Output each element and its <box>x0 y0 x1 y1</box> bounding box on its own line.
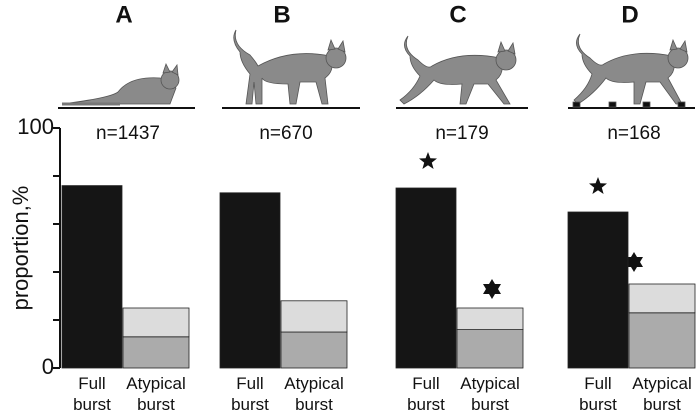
x-tick-label: Full burst <box>73 374 111 414</box>
bar-segment <box>567 211 629 369</box>
sample-size: n=670 <box>259 123 312 144</box>
x-tick-label: Atypical burst <box>284 374 344 414</box>
x-tick-label: Full burst <box>231 374 269 414</box>
bar-segment <box>280 331 348 369</box>
bar-segment <box>219 192 281 369</box>
bar-segment <box>456 329 524 369</box>
sample-size: n=1437 <box>96 123 160 144</box>
hexagram <box>625 252 643 272</box>
panel-title: B <box>273 1 290 28</box>
y-tick-label: 0 <box>42 354 54 379</box>
star <box>589 177 607 194</box>
panel-title: A <box>115 1 132 28</box>
sample-size: n=168 <box>607 123 660 144</box>
bar-segment <box>628 283 696 314</box>
bar-segment <box>456 307 524 331</box>
significance-markers <box>419 152 643 299</box>
x-tick-label: Atypical burst <box>632 374 692 414</box>
panel-title: C <box>449 1 466 28</box>
bar-segment <box>628 312 696 369</box>
hexagram <box>483 279 501 299</box>
bar-segment <box>122 307 190 338</box>
panel-title: D <box>621 1 638 28</box>
sample-size: n=179 <box>435 123 488 144</box>
cat-illustrations <box>58 29 695 109</box>
y-tick-label: 100 <box>17 114 54 139</box>
bar-segment <box>122 336 190 369</box>
bar-segment <box>280 300 348 333</box>
bar-segment <box>395 187 457 369</box>
y-axis-label: proportion,% <box>8 186 33 311</box>
x-tick-label: Full burst <box>579 374 617 414</box>
cat-walking <box>396 35 528 109</box>
cat-walking-marked <box>568 33 695 109</box>
star <box>419 152 437 169</box>
x-tick-label: Full burst <box>407 374 445 414</box>
bar-segment <box>61 185 123 369</box>
cat-crouching <box>58 62 195 109</box>
cat-standing <box>222 29 360 109</box>
x-tick-label: Atypical burst <box>460 374 520 414</box>
x-tick-label: Atypical burst <box>126 374 186 414</box>
